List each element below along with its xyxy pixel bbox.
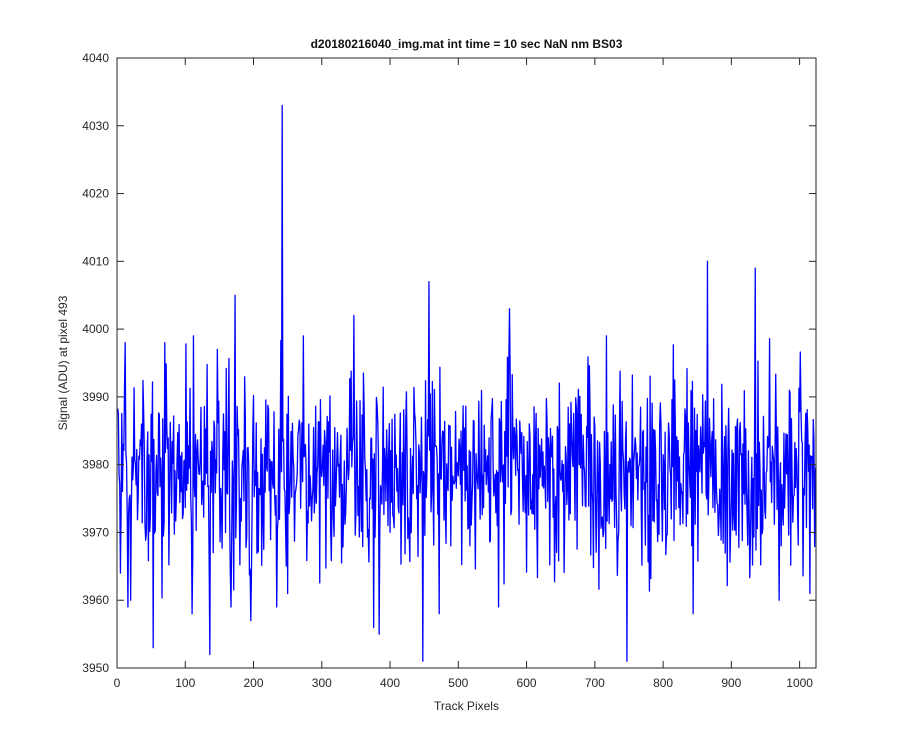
y-tick-label: 3950	[82, 661, 109, 675]
x-tick-label: 600	[517, 676, 537, 690]
y-tick-label: 4000	[82, 322, 109, 336]
y-tick-label: 4010	[82, 254, 109, 268]
y-tick-label: 3980	[82, 458, 109, 472]
y-tick-label: 4040	[82, 51, 109, 65]
y-tick-label: 4020	[82, 187, 109, 201]
axes-box	[116, 57, 817, 669]
y-tick-label: 3960	[82, 593, 109, 607]
series-line	[117, 104, 817, 662]
y-tick-label: 4030	[82, 119, 109, 133]
y-axis-label: Signal (ADU) at pixel 493	[56, 295, 70, 430]
chart-title: d20180216040_img.mat int time = 10 sec N…	[311, 37, 623, 51]
x-tick-label: 100	[175, 676, 195, 690]
x-tick-label: 800	[653, 676, 673, 690]
x-tick-label: 500	[448, 676, 468, 690]
y-tick-label: 3990	[82, 390, 109, 404]
y-tick-label: 3970	[82, 525, 109, 539]
x-tick-label: 200	[244, 676, 264, 690]
series-layer	[117, 104, 817, 662]
x-tick-label: 300	[312, 676, 332, 690]
y-axis: 3950 3960 3970 3980 3990 4000 4010 4020 4030 4040	[82, 51, 816, 675]
plot-area	[117, 58, 816, 668]
x-tick-label: 1000	[786, 676, 813, 690]
x-tick-label: 900	[721, 676, 741, 690]
x-tick-label: 0	[114, 676, 121, 690]
x-axis: 0 100 200 300 400 500 600 700 800 900 1000	[114, 58, 813, 690]
x-axis-label: Track Pixels	[434, 699, 499, 713]
x-tick-label: 400	[380, 676, 400, 690]
x-tick-label: 700	[585, 676, 605, 690]
